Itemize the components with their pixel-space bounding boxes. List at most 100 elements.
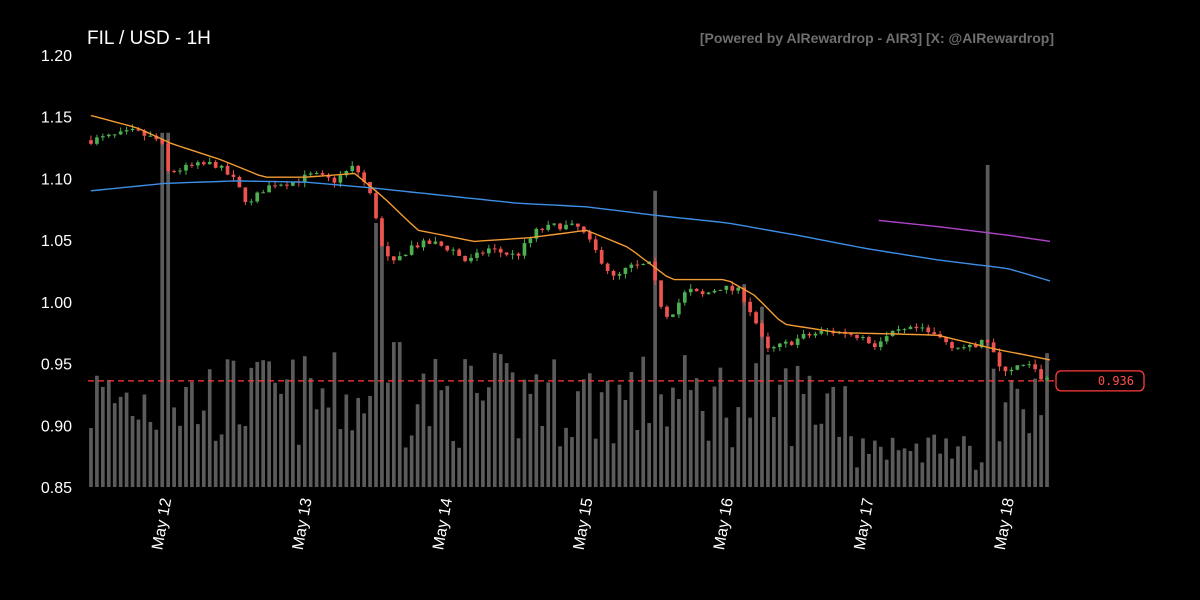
volume-bar — [635, 429, 640, 487]
candle-body — [486, 248, 491, 254]
volume-bar — [296, 444, 301, 487]
volume-bar — [546, 382, 551, 487]
volume-bar — [219, 434, 224, 487]
candle-body — [576, 223, 580, 227]
candle-body — [510, 253, 515, 255]
ma-long-line — [878, 219, 1051, 243]
candle-body — [356, 165, 361, 173]
volume-bar — [142, 394, 147, 487]
volume-bar — [813, 424, 818, 487]
candle-body — [1027, 364, 1032, 366]
candle-body — [267, 185, 271, 193]
candle-body — [160, 139, 165, 144]
candle-body — [172, 171, 176, 173]
volume-bar — [101, 386, 105, 487]
volume-bar — [492, 352, 497, 487]
volume-bar — [433, 358, 438, 487]
volume-bar — [706, 440, 711, 487]
volume-bar — [682, 355, 687, 487]
candle-body — [920, 327, 925, 329]
ma-slow-line — [90, 180, 1051, 282]
candle-body — [973, 344, 978, 348]
candle-body — [106, 134, 111, 137]
candle-body — [872, 343, 877, 348]
candle-body — [213, 161, 218, 168]
volume-bar — [932, 434, 937, 487]
candle-body — [540, 228, 545, 230]
candle-body — [712, 290, 717, 293]
candle-body — [243, 187, 248, 203]
x-tick-label: May 17 — [852, 497, 878, 552]
volume-bar — [831, 386, 836, 487]
x-tick-label: May 12 — [149, 497, 175, 552]
candle-body — [884, 336, 889, 342]
volume-bar — [896, 450, 901, 487]
volume-bar — [766, 354, 770, 487]
x-tick-label: May 14 — [430, 497, 456, 552]
candle-body — [546, 224, 551, 230]
volume-bar — [991, 368, 996, 487]
volume-bar — [291, 359, 295, 487]
volume-bar — [415, 404, 420, 487]
candle-body — [748, 301, 752, 313]
candle-body — [766, 336, 770, 349]
volume-bar — [368, 396, 372, 487]
candle-body — [558, 223, 562, 230]
volume-bar — [391, 342, 396, 487]
volume-bar — [783, 368, 788, 487]
volume-bar — [890, 437, 895, 487]
volume-bar — [1045, 353, 1049, 487]
candle-body — [611, 270, 616, 276]
candle-body — [991, 342, 996, 353]
candle-body — [451, 249, 456, 251]
y-tick-label: 1.00 — [41, 295, 72, 312]
candle-body — [1009, 369, 1014, 372]
candle-body — [902, 329, 907, 331]
volume-bar — [629, 371, 634, 487]
volume-bar — [106, 379, 111, 487]
candle-body — [101, 136, 105, 138]
candle-body — [944, 337, 948, 343]
volume-bar — [665, 426, 669, 487]
volume-bar — [261, 360, 266, 487]
candle-body — [308, 173, 313, 175]
candle-body — [967, 344, 972, 348]
volume-bar — [855, 467, 859, 487]
volume-bar — [344, 394, 349, 487]
volume-bar — [552, 359, 556, 487]
candle-body — [878, 341, 883, 348]
volume-bar — [249, 367, 254, 487]
volume-bar — [605, 380, 610, 487]
y-tick-label: 0.85 — [41, 480, 72, 497]
volume-bar — [872, 440, 877, 487]
candle-body — [997, 352, 1002, 367]
candle-body — [178, 170, 182, 172]
volume-bar — [789, 446, 794, 487]
candle-body — [605, 263, 610, 271]
volume-bar — [380, 222, 384, 487]
volume-bar — [867, 453, 871, 487]
candle-body — [599, 250, 604, 264]
candle-body — [445, 245, 450, 251]
volume-bar — [950, 458, 954, 487]
candle-body — [861, 336, 865, 339]
candle-body — [421, 240, 426, 248]
volume-bar — [1009, 379, 1014, 487]
candle-body — [564, 224, 568, 230]
candle-body — [789, 341, 794, 345]
candle-body — [641, 263, 646, 265]
volume-bar — [967, 445, 972, 487]
x-tick-label: May 13 — [290, 497, 316, 552]
volume-bar — [908, 451, 913, 487]
volume-bar — [570, 437, 574, 487]
candle-body — [570, 223, 574, 225]
volume-bar — [659, 394, 663, 487]
volume-bar — [611, 443, 616, 487]
candles — [89, 124, 1049, 382]
candle-body — [196, 162, 200, 166]
volume-bar — [748, 417, 752, 487]
candle-body — [582, 226, 586, 233]
y-tick-label: 1.10 — [41, 171, 72, 188]
candle-body — [225, 165, 230, 175]
candle-body — [730, 285, 735, 291]
